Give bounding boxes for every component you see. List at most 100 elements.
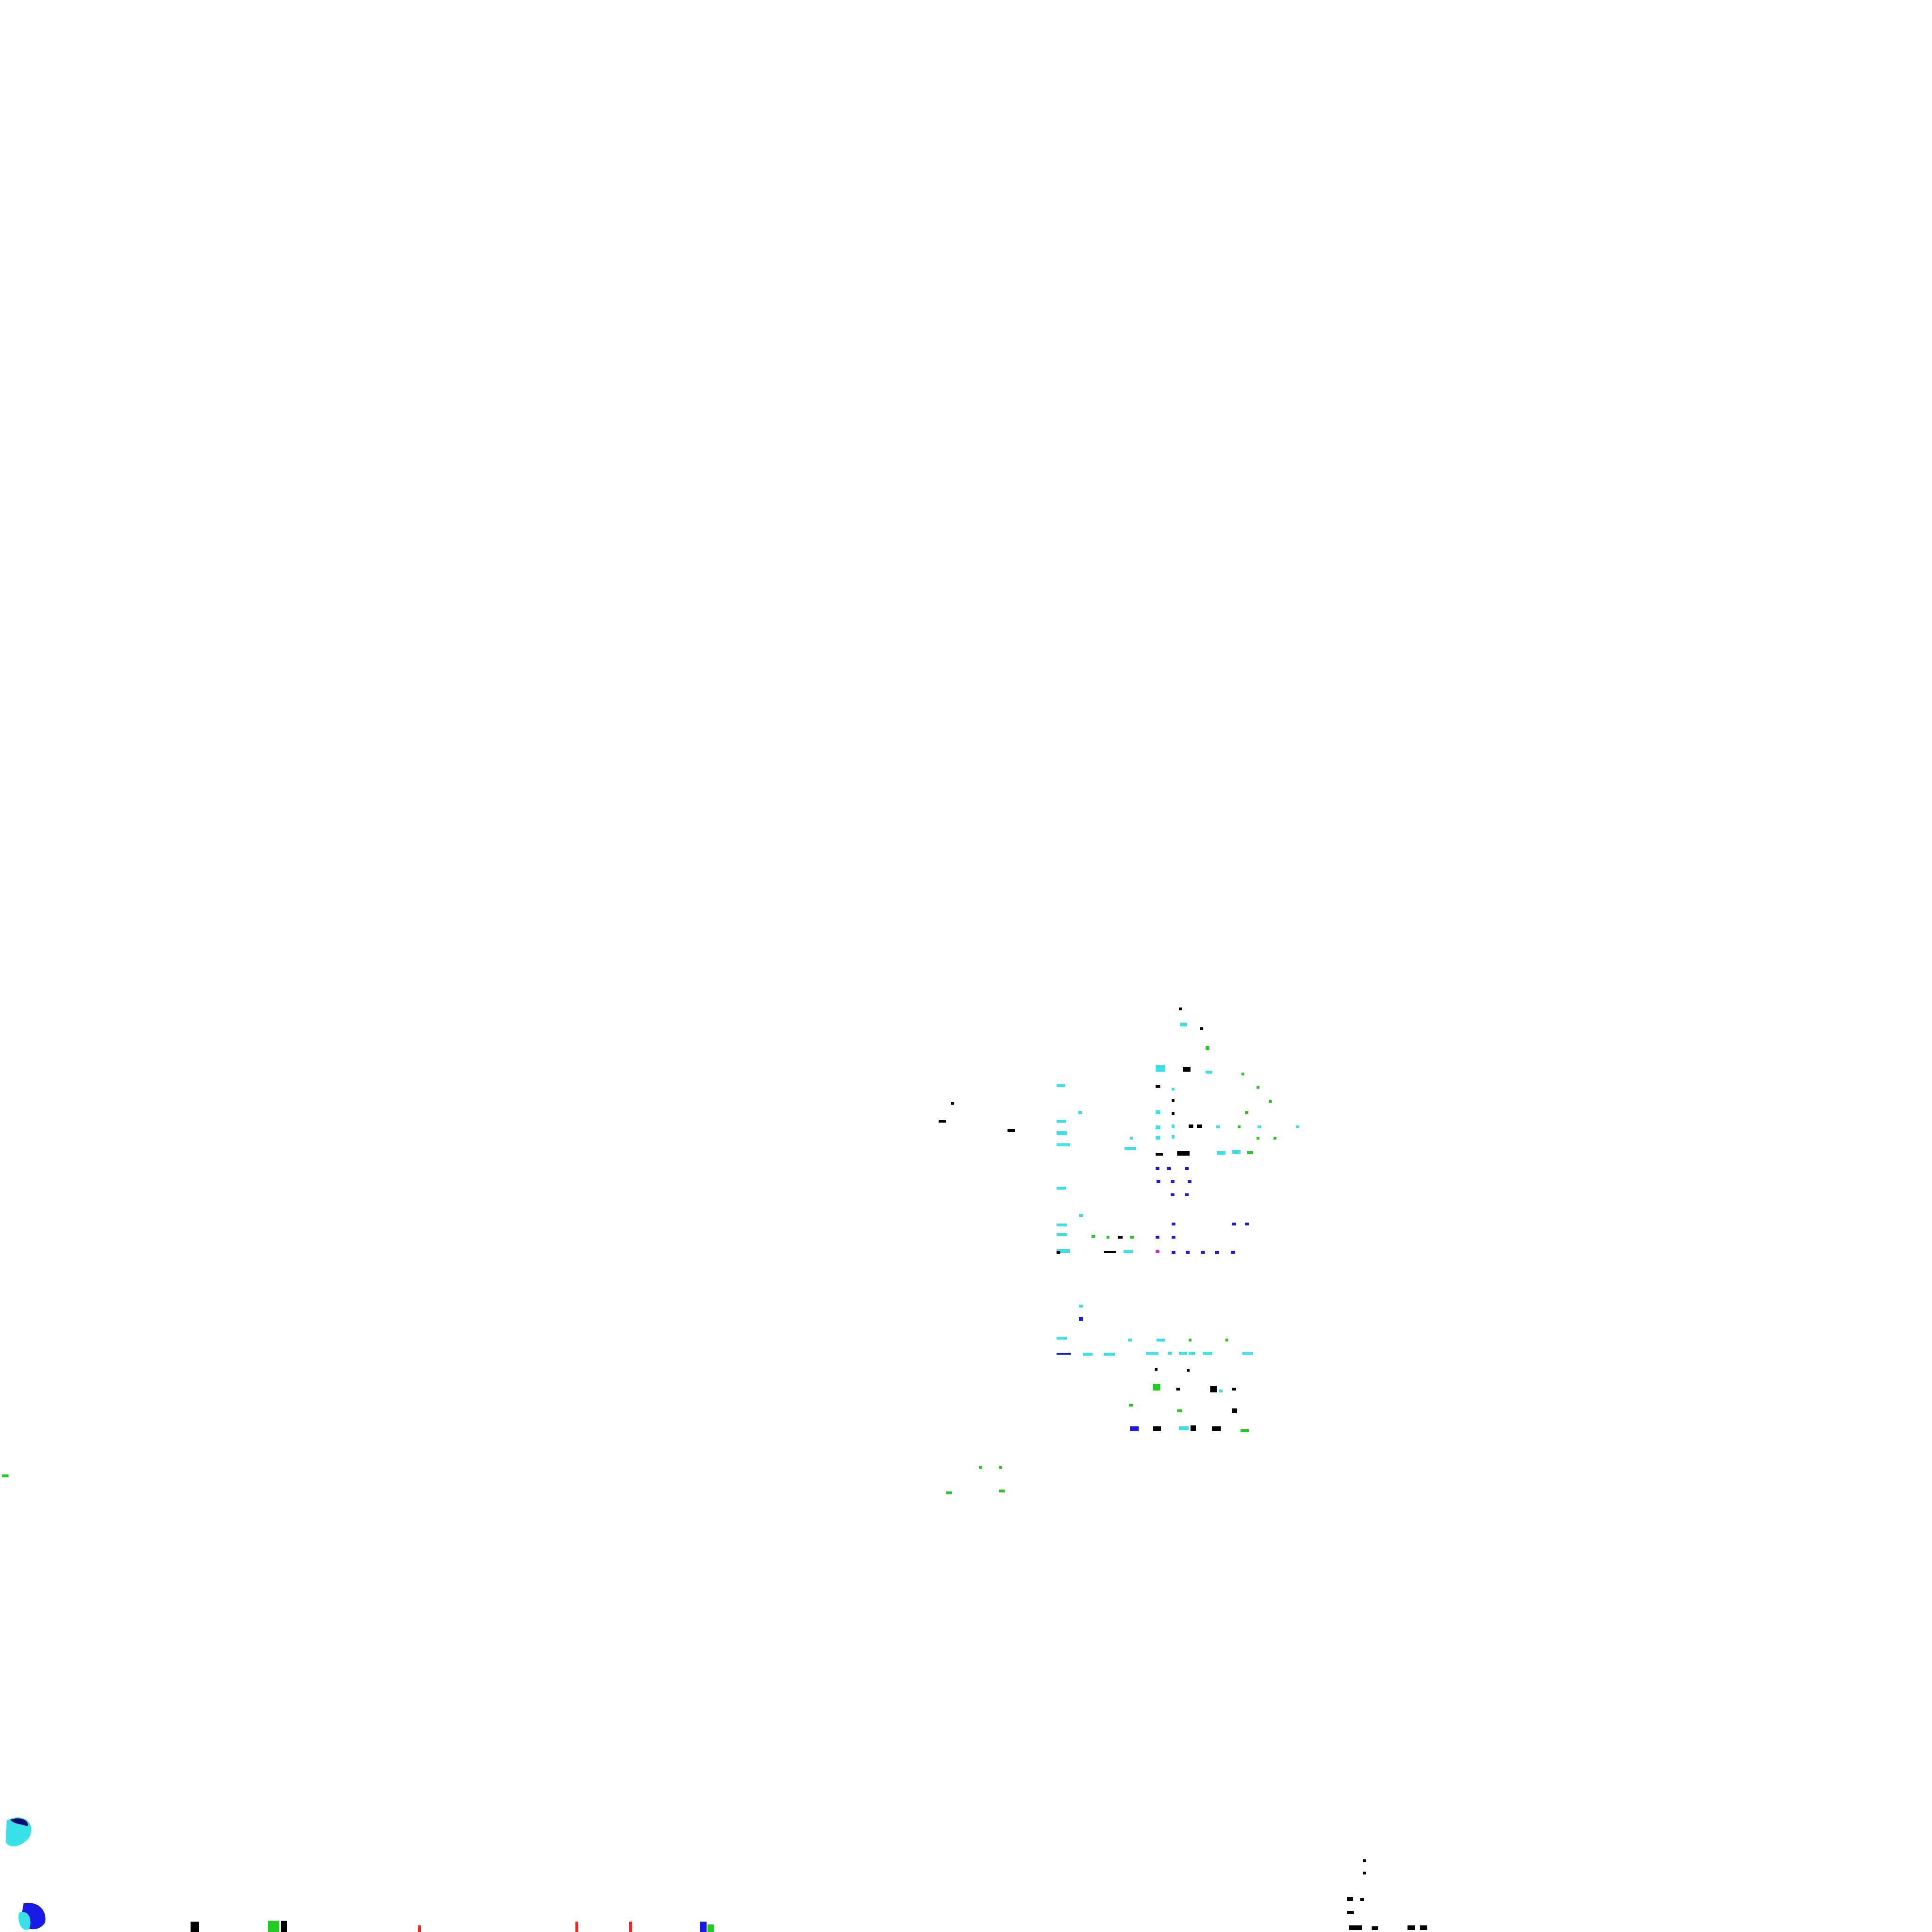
speckle: [1057, 1120, 1066, 1123]
speckle: [1185, 1193, 1189, 1196]
speckle: [1242, 1352, 1253, 1355]
speckle: [1197, 1124, 1202, 1128]
edge-dash-green: [2, 1474, 8, 1477]
speckle: [1225, 1339, 1228, 1341]
speckle: [1296, 1125, 1299, 1128]
speckle: [1155, 1368, 1158, 1371]
speckle: [1078, 1111, 1082, 1114]
speckle: [1156, 1136, 1160, 1140]
speckle: [1257, 1137, 1259, 1140]
speckle: [1203, 1352, 1212, 1355]
speckle: [1172, 1124, 1174, 1128]
speckle: [1247, 1151, 1253, 1154]
speckle: [1245, 1223, 1249, 1225]
speckle: [1156, 1085, 1160, 1088]
speckle: [1172, 1112, 1174, 1115]
speckle: [951, 1102, 954, 1105]
speckle: [1200, 1027, 1203, 1030]
speckle: [1057, 1143, 1070, 1146]
speckle: [1079, 1214, 1083, 1217]
speckle: [1180, 1023, 1187, 1026]
speckle: [1177, 1409, 1182, 1412]
speckle: [1124, 1250, 1133, 1253]
speckle: [1156, 1110, 1160, 1114]
speckle: [1172, 1135, 1174, 1139]
speckle: [1232, 1408, 1237, 1413]
speckle: [1157, 1180, 1160, 1183]
speckle: [1171, 1180, 1174, 1183]
speckle: [1210, 1386, 1217, 1392]
speckle: [1153, 1384, 1160, 1391]
bottom-mark-green-2: [708, 1924, 714, 1932]
speckle: [1057, 1337, 1067, 1340]
speckle: [1172, 1088, 1174, 1091]
speckle: [1232, 1223, 1236, 1225]
speckle: [1057, 1187, 1066, 1190]
speckle: [1172, 1251, 1175, 1254]
bottom-mark-green: [268, 1921, 279, 1932]
speckle: [1156, 1250, 1159, 1253]
speckle: [1179, 1008, 1182, 1010]
bottom-mark-black-2: [281, 1921, 287, 1932]
speckle: [1124, 1147, 1136, 1150]
speckle: [1083, 1353, 1092, 1356]
speckle: [1201, 1251, 1205, 1254]
speckle: [1130, 1137, 1133, 1140]
speckle: [1217, 1151, 1225, 1155]
speckle: [1057, 1084, 1065, 1087]
speckle: [1129, 1404, 1133, 1407]
speckle: [1157, 1339, 1165, 1341]
speckle: [1156, 1236, 1159, 1239]
speckle: [1079, 1317, 1083, 1321]
speckle: [1274, 1137, 1276, 1140]
speckle: [1156, 1153, 1163, 1156]
speckle: [1171, 1193, 1174, 1196]
speckle: [1177, 1151, 1190, 1156]
speckle: [1185, 1167, 1189, 1170]
speckle: [1363, 1859, 1366, 1862]
speckle: [1407, 1925, 1415, 1930]
speckle: [1360, 1898, 1364, 1901]
speckle: [1156, 1125, 1160, 1129]
bottom-mark-red-3: [629, 1922, 632, 1932]
speckle: [1349, 1925, 1362, 1930]
speckle: [1232, 1150, 1241, 1154]
speckle: [946, 1491, 952, 1494]
speckle: [1189, 1352, 1195, 1355]
speckle: [1232, 1388, 1236, 1391]
speckle: [939, 1120, 946, 1123]
speckle: [1057, 1233, 1067, 1236]
speckle: [1363, 1872, 1366, 1874]
speckle: [1420, 1925, 1427, 1930]
speckle: [999, 1490, 1005, 1492]
speckle: [1215, 1251, 1219, 1254]
speckle: [1079, 1305, 1083, 1307]
speckle: [1057, 1353, 1071, 1355]
speckle: [1104, 1251, 1116, 1253]
speckle: [1219, 1390, 1223, 1392]
speckle: [1186, 1251, 1190, 1254]
speckle: [1347, 1911, 1354, 1914]
speckle: [1146, 1352, 1158, 1355]
speckle: [1008, 1129, 1015, 1132]
speckle: [1372, 1926, 1378, 1930]
speckle: [1130, 1236, 1134, 1239]
speckle: [1187, 1369, 1190, 1372]
speckle: [1241, 1429, 1249, 1432]
bottom-mark-red: [418, 1925, 421, 1932]
speckle: [1238, 1125, 1241, 1128]
speckle: [1183, 1067, 1191, 1072]
speckle: [1245, 1111, 1248, 1114]
speckle: [1257, 1125, 1261, 1128]
speckle: [1216, 1125, 1220, 1128]
speckle: [1191, 1425, 1196, 1431]
speckle: [1212, 1426, 1221, 1431]
speckle: [1206, 1071, 1212, 1074]
speckle: [979, 1466, 982, 1469]
speckle: [1172, 1099, 1174, 1102]
speckle: [1118, 1236, 1123, 1239]
speckle: [1172, 1236, 1175, 1239]
speckle: [1057, 1131, 1067, 1135]
